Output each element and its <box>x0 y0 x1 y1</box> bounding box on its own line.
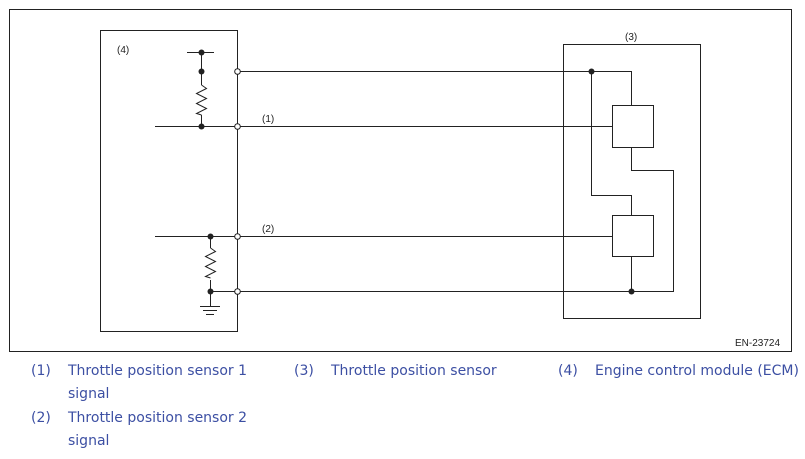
sensor-element-1 <box>612 105 654 148</box>
sensor-label: (3) <box>625 32 637 43</box>
legend-num: (4) <box>558 363 578 379</box>
legend-num: (1) <box>31 363 51 379</box>
diagram-frame <box>9 9 792 352</box>
legend-text: Throttle position sensor 2 signal <box>68 410 248 449</box>
ecm-label: (4) <box>117 45 129 56</box>
legend-num: (2) <box>31 410 51 426</box>
terminal-circles <box>234 68 241 295</box>
ground-icon <box>155 236 612 315</box>
legend-text: Engine control module (ECM) <box>595 363 799 379</box>
junction-dots <box>198 49 635 295</box>
resistor-2 <box>204 247 217 279</box>
legend-text: Throttle position sensor 1 signal <box>68 363 248 402</box>
sensor-element-2 <box>612 215 654 257</box>
legend-num: (3) <box>294 363 314 379</box>
wires <box>155 52 674 315</box>
resistor-1 <box>195 84 208 116</box>
figure-id: EN-23724 <box>735 338 780 349</box>
sensor-box <box>563 44 701 319</box>
wire1-label: (1) <box>262 114 274 125</box>
wire2-label: (2) <box>262 224 274 235</box>
ecm-box <box>100 30 238 332</box>
legend-text: Throttle position sensor <box>331 363 497 379</box>
